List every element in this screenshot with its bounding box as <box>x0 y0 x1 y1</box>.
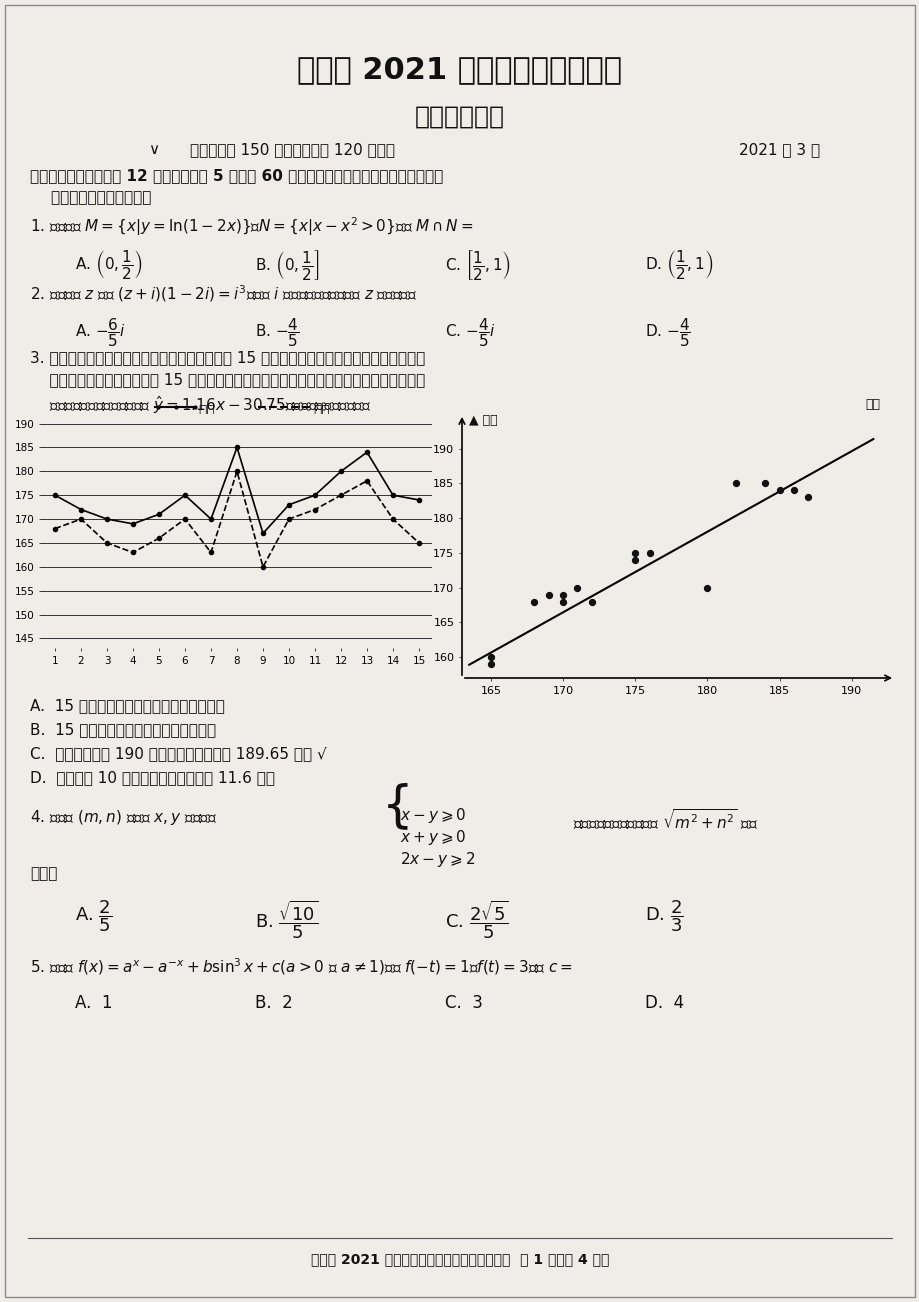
Text: 赣州市 2021 年高三年级摸底考试: 赣州市 2021 年高三年级摸底考试 <box>297 55 622 85</box>
Point <box>800 487 815 508</box>
Text: D.  身高相差 10 厘米的两人臂展都相差 11.6 厘米: D. 身高相差 10 厘米的两人臂展都相差 11.6 厘米 <box>30 769 275 785</box>
Text: 一、选择题：本大题共 12 小题，每小题 5 分，共 60 分．在每小题给出的四个选项中，只有: 一、选择题：本大题共 12 小题，每小题 5 分，共 60 分．在每小题给出的四… <box>30 168 443 184</box>
Point <box>627 549 641 570</box>
Text: 1. 已知集合 $M=\{x|y=\ln(1-2x)\}$，$N=\{x|x-x^2>0\}$，则 $M\cap N=$: 1. 已知集合 $M=\{x|y=\ln(1-2x)\}$，$N=\{x|x-x… <box>30 215 472 238</box>
Text: 臂展: 臂展 <box>312 404 329 418</box>
Text: 所表示的平面区域内，则 $\sqrt{m^2+n^2}$ 的最: 所表示的平面区域内，则 $\sqrt{m^2+n^2}$ 的最 <box>573 809 757 833</box>
Text: 小值为: 小值为 <box>30 866 57 881</box>
Text: 理科数学试卷: 理科数学试卷 <box>414 105 505 129</box>
Point <box>555 585 570 605</box>
Text: 2. 已知复数 $z$ 满足 $(z+i)(1-2i)=i^3$（其中 $i$ 为虚数单位），则复数 $z$ 的虚部等于: 2. 已知复数 $z$ 满足 $(z+i)(1-2i)=i^3$（其中 $i$ … <box>30 283 417 303</box>
Text: 位：厘米），左图为选取的 15 名志愿者身高与臂展的折线图，右图为身高与臂展所对应的: 位：厘米），左图为选取的 15 名志愿者身高与臂展的折线图，右图为身高与臂展所对… <box>30 372 425 387</box>
Text: $2x-y\geqslant 2$: $2x-y\geqslant 2$ <box>400 850 475 868</box>
Text: B. $\left(0,\dfrac{1}{2}\right]$: B. $\left(0,\dfrac{1}{2}\right]$ <box>255 247 319 283</box>
Point <box>757 473 772 493</box>
Point <box>570 577 584 598</box>
Text: B. $\dfrac{\sqrt{10}}{5}$: B. $\dfrac{\sqrt{10}}{5}$ <box>255 898 318 941</box>
Point <box>527 591 541 612</box>
Text: 散点图，并求得其回归方程为 $\hat{y}=1.16x-30.75$，以下结论中不正确的为: 散点图，并求得其回归方程为 $\hat{y}=1.16x-30.75$，以下结论… <box>30 395 371 415</box>
Text: ∨: ∨ <box>148 142 159 158</box>
Text: D. $\dfrac{2}{3}$: D. $\dfrac{2}{3}$ <box>644 898 683 934</box>
Point <box>641 543 656 564</box>
Text: $x+y\geqslant 0$: $x+y\geqslant 0$ <box>400 828 466 848</box>
Text: C. $\dfrac{2\sqrt{5}}{5}$: C. $\dfrac{2\sqrt{5}}{5}$ <box>445 898 508 941</box>
Text: A. $\dfrac{2}{5}$: A. $\dfrac{2}{5}$ <box>75 898 112 934</box>
Text: A. $-\dfrac{6}{5}i$: A. $-\dfrac{6}{5}i$ <box>75 316 126 349</box>
Text: B. $-\dfrac{4}{5}$: B. $-\dfrac{4}{5}$ <box>255 316 300 349</box>
Point <box>771 480 786 501</box>
Text: {: { <box>381 783 414 829</box>
Text: C. $-\dfrac{4}{5}i$: C. $-\dfrac{4}{5}i$ <box>445 316 495 349</box>
Text: 3. 某运动制衣品牌为了成衣尺寸更精准，现选择 15 名志愿者，对其身高和臂展进行测量（单: 3. 某运动制衣品牌为了成衣尺寸更精准，现选择 15 名志愿者，对其身高和臂展进… <box>30 350 425 365</box>
Point <box>699 577 714 598</box>
Text: A. $\left(0,\dfrac{1}{2}\right)$: A. $\left(0,\dfrac{1}{2}\right)$ <box>75 247 142 281</box>
Text: ▲ 臂展: ▲ 臂展 <box>469 414 497 427</box>
Text: C.  可估计身高为 190 厘米的人臂展大约为 189.65 厘米 √: C. 可估计身高为 190 厘米的人臂展大约为 189.65 厘米 √ <box>30 746 326 760</box>
Point <box>786 480 800 501</box>
Text: $x-y\geqslant 0$: $x-y\geqslant 0$ <box>400 806 466 825</box>
FancyBboxPatch shape <box>5 5 914 1297</box>
Point <box>728 473 743 493</box>
Text: 一项是符合题目要求的．: 一项是符合题目要求的． <box>30 190 152 204</box>
Text: 5. 设函数 $f(x)=a^x-a^{-x}+b\sin^3 x+c(a>0$ 且 $a\neq 1)$．若 $f(-t)=1$，$f(t)=3$，则 $c=: 5. 设函数 $f(x)=a^x-a^{-x}+b\sin^3 x+c(a>0$… <box>30 956 573 976</box>
Text: 赣州市 2021 年高三摸底考试（理科）数学试卷  第 1 页（共 4 页）: 赣州市 2021 年高三摸底考试（理科）数学试卷 第 1 页（共 4 页） <box>311 1253 608 1266</box>
Text: B.  15 名志愿者身高和臂展成正相关关系: B. 15 名志愿者身高和臂展成正相关关系 <box>30 723 216 737</box>
Text: A.  15 名志愿者身高的极差小于臂展的极差: A. 15 名志愿者身高的极差小于臂展的极差 <box>30 698 224 713</box>
Text: B.  2: B. 2 <box>255 993 292 1012</box>
Text: 身高: 身高 <box>198 404 214 418</box>
Text: C. $\left[\dfrac{1}{2},1\right)$: C. $\left[\dfrac{1}{2},1\right)$ <box>445 247 510 283</box>
Text: 4. 已知点 $(m,n)$ 在关于 $x,y$ 的不等式: 4. 已知点 $(m,n)$ 在关于 $x,y$ 的不等式 <box>30 809 217 827</box>
Text: 身高: 身高 <box>865 397 879 410</box>
Point <box>540 585 555 605</box>
Text: C.  3: C. 3 <box>445 993 482 1012</box>
Text: D. $\left(\dfrac{1}{2},1\right)$: D. $\left(\dfrac{1}{2},1\right)$ <box>644 247 713 281</box>
Text: A.  1: A. 1 <box>75 993 112 1012</box>
Text: D.  4: D. 4 <box>644 993 684 1012</box>
Text: 2021 年 3 月: 2021 年 3 月 <box>738 142 819 158</box>
Point <box>555 591 570 612</box>
Point <box>627 543 641 564</box>
Text: （全卷满分 150 分，考试时间 120 分钟）: （全卷满分 150 分，考试时间 120 分钟） <box>190 142 394 158</box>
Point <box>483 654 498 674</box>
Point <box>483 647 498 668</box>
Text: D. $-\dfrac{4}{5}$: D. $-\dfrac{4}{5}$ <box>644 316 690 349</box>
Point <box>584 591 598 612</box>
